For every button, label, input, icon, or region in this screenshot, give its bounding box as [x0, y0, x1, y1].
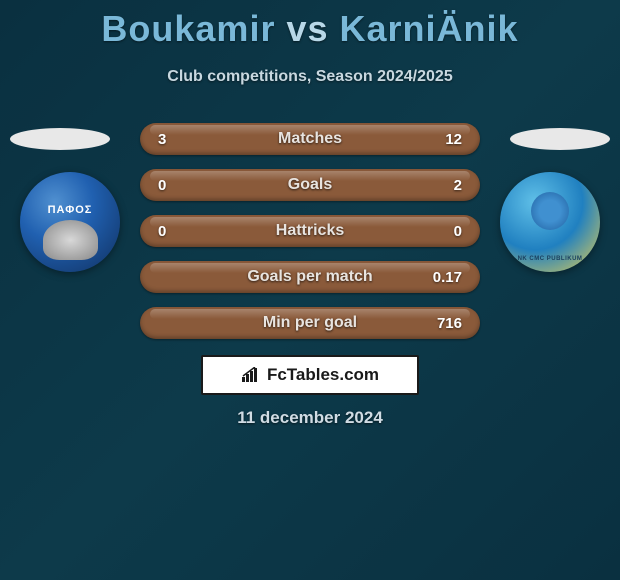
- team-badge-right: [500, 172, 600, 272]
- stat-label: Min per goal: [263, 314, 357, 332]
- stat-label: Goals per match: [247, 268, 372, 286]
- player1-name: Boukamir: [101, 8, 275, 49]
- vs-text: vs: [286, 8, 328, 49]
- stat-left-value: 0: [158, 223, 188, 240]
- player2-name: KarniÄnik: [340, 8, 519, 49]
- stat-row-hattricks: 0 Hattricks 0: [140, 215, 480, 247]
- team-badge-left: [20, 172, 120, 272]
- fctables-text: FcTables.com: [267, 365, 379, 385]
- stat-row-matches: 3 Matches 12: [140, 123, 480, 155]
- stat-right-value: 2: [432, 177, 462, 194]
- stat-right-value: 0.17: [432, 269, 462, 286]
- comparison-title: Boukamir vs KarniÄnik: [0, 0, 620, 50]
- comparison-date: 11 december 2024: [0, 408, 620, 428]
- season-subtitle: Club competitions, Season 2024/2025: [0, 68, 620, 86]
- stat-label: Matches: [278, 130, 342, 148]
- stat-row-goals: 0 Goals 2: [140, 169, 480, 201]
- stat-label: Goals: [288, 176, 332, 194]
- stat-row-goals-per-match: Goals per match 0.17: [140, 261, 480, 293]
- stat-left-value: 0: [158, 177, 188, 194]
- stats-container: 3 Matches 12 0 Goals 2 0 Hattricks 0 Goa…: [140, 123, 480, 353]
- stat-label: Hattricks: [276, 222, 344, 240]
- stat-left-value: 3: [158, 131, 188, 148]
- fctables-attribution[interactable]: FcTables.com: [201, 355, 419, 395]
- ellipse-decoration-right: [510, 128, 610, 150]
- stat-right-value: 0: [432, 223, 462, 240]
- ellipse-decoration-left: [10, 128, 110, 150]
- stat-right-value: 716: [432, 315, 462, 332]
- stat-right-value: 12: [432, 131, 462, 148]
- chart-icon: [241, 367, 261, 383]
- stat-row-min-per-goal: Min per goal 716: [140, 307, 480, 339]
